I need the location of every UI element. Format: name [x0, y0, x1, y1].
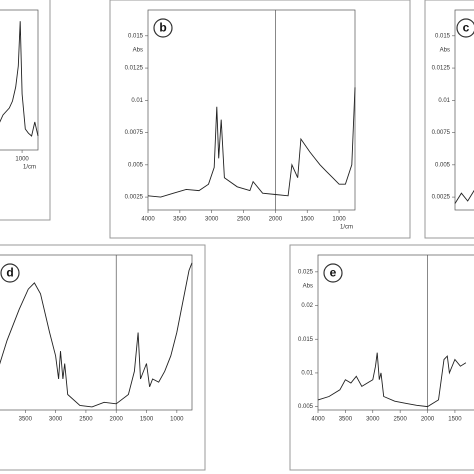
spectrum-line [317, 352, 467, 408]
y-axis-label: Abs [133, 47, 143, 53]
y-tick-label: 0.0075 [432, 130, 451, 136]
panel-badge [323, 263, 343, 283]
y-tick-label: 0.015 [435, 33, 451, 39]
y-axis-label: Abs [303, 283, 313, 289]
panel-frame [289, 244, 474, 471]
plot-area [0, 254, 193, 411]
panel-badge [456, 18, 474, 38]
spectrum-line [454, 189, 474, 204]
plot-area [454, 9, 474, 211]
x-tick-label: 3000 [49, 417, 63, 423]
y-tick-label: 0.0025 [125, 195, 144, 201]
panel-badge [153, 18, 173, 38]
x-tick-label: 1500 [301, 217, 315, 223]
panel-frame [109, 0, 411, 239]
panel-frame [0, 0, 51, 221]
y-tick-label: 0.005 [298, 404, 314, 410]
spectrum-line [147, 87, 356, 198]
panel-badge [0, 263, 20, 283]
x-tick-label: 4000 [311, 417, 325, 423]
y-tick-label: 0.01 [301, 371, 313, 377]
panel-label: e [330, 266, 337, 280]
x-tick-label: 2500 [237, 217, 251, 223]
y-tick-label: 0.015 [128, 33, 144, 39]
spectrum-line [0, 262, 193, 408]
x-tick-label: 3500 [19, 417, 33, 423]
x-tick-label: 1000 [15, 157, 29, 163]
panel-label: b [159, 21, 166, 35]
y-tick-label: 0.01 [438, 98, 450, 104]
y-tick-label: 0.0075 [125, 130, 144, 136]
y-tick-label: 0.0125 [432, 66, 451, 72]
panel-frame [424, 0, 474, 239]
x-tick-label: 1500 [140, 417, 154, 423]
spectrum-line [0, 21, 39, 137]
panel-label: d [6, 266, 13, 280]
y-tick-label: 0.0125 [125, 66, 144, 72]
y-tick-label: 0.02 [301, 303, 313, 309]
x-tick-label: 4000 [141, 217, 155, 223]
plot-area [317, 254, 474, 411]
x-tick-label: 3000 [366, 417, 380, 423]
x-tick-label: 3000 [205, 217, 219, 223]
x-tick-label: 3500 [173, 217, 187, 223]
x-tick-label: 1000 [332, 217, 346, 223]
panel-frame [0, 244, 206, 471]
y-axis-label: Abs [440, 47, 450, 53]
panel-label: c [463, 21, 470, 35]
x-tick-label: 2000 [110, 417, 124, 423]
x-axis-label: 1/cm [340, 225, 353, 231]
y-tick-label: 0.005 [435, 162, 451, 168]
x-tick-label: 2500 [79, 417, 93, 423]
x-tick-label: 2500 [393, 417, 407, 423]
x-tick-label: 1000 [170, 417, 184, 423]
x-tick-label: 1500 [448, 417, 462, 423]
plot-area [0, 9, 39, 151]
plot-area [147, 9, 356, 211]
y-tick-label: 0.0025 [432, 195, 451, 201]
y-tick-label: 0.015 [298, 337, 314, 343]
x-tick-label: 2000 [421, 417, 435, 423]
y-tick-label: 0.025 [298, 269, 314, 275]
y-tick-label: 0.005 [128, 162, 144, 168]
x-axis-label: 1/cm [23, 165, 36, 171]
y-tick-label: 0.01 [131, 98, 143, 104]
x-tick-label: 3500 [339, 417, 353, 423]
x-tick-label: 2000 [269, 217, 283, 223]
